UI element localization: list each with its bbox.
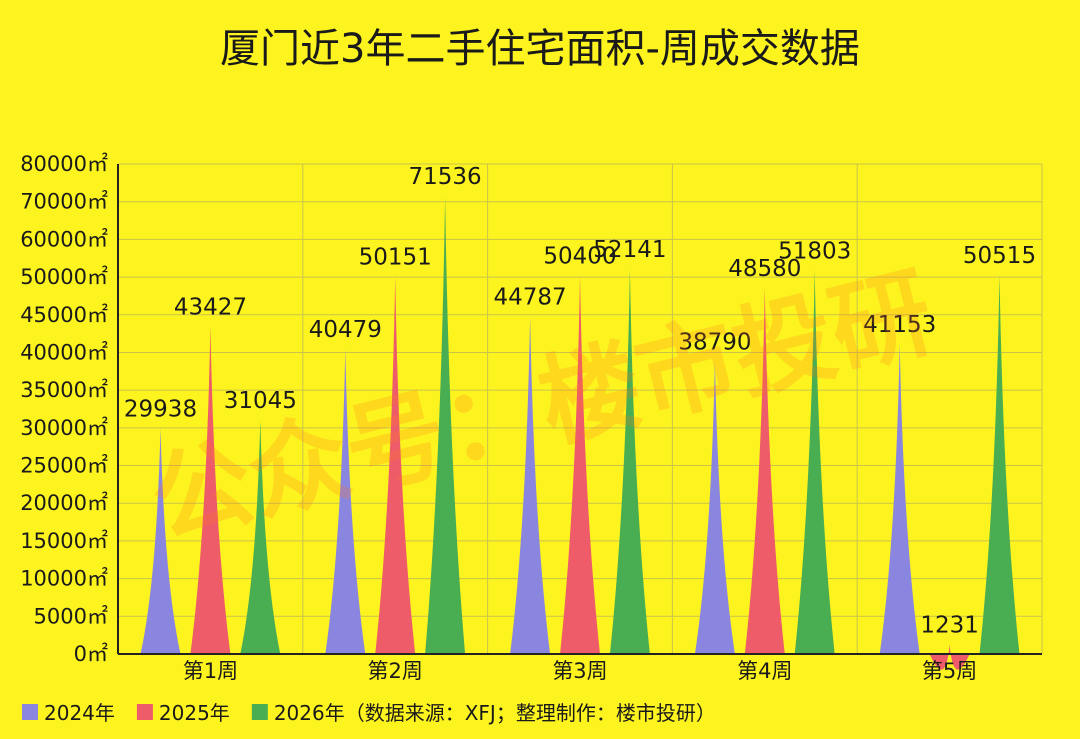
- spike-2024年-第1周: [140, 428, 181, 654]
- data-label: 40479: [309, 317, 382, 343]
- legend-swatch: [136, 704, 153, 720]
- y-tick-label: 30000㎡: [20, 416, 108, 440]
- legend-label: 2025年: [159, 701, 230, 725]
- data-label: 52141: [593, 237, 666, 263]
- data-label: 48580: [728, 256, 801, 282]
- x-axis-categories: 第1周 第2周 第3周 第4周 第5周: [183, 659, 978, 683]
- y-tick-label: 40000㎡: [20, 340, 108, 364]
- spike-2024年-第5周: [879, 343, 920, 654]
- spike-2025年-第3周: [560, 275, 600, 654]
- data-labels: 29938 43427 31045 40479 50151 71536 44787 50400…: [124, 164, 1036, 639]
- x-tick-label: 第5周: [922, 659, 977, 683]
- y-tick-label: 5000㎡: [34, 604, 108, 628]
- legend: 2024年 2025年 2026年（数据来源：XFJ；整理制作：楼市投研）: [22, 701, 716, 725]
- data-label: 44787: [494, 284, 567, 310]
- data-label: 29938: [124, 396, 197, 422]
- spike-2024年-第3周: [510, 316, 551, 654]
- y-tick-label: 0㎡: [74, 642, 108, 666]
- spike-2025年-第1周: [190, 326, 231, 654]
- y-axis-ticks: 0㎡ 5000㎡ 10000㎡ 15000㎡ 20000㎡ 25000㎡ 30000㎡ 350…: [20, 152, 108, 666]
- legend-label: 2026年（数据来源：XFJ；整理制作：楼市投研）: [274, 701, 716, 725]
- chart-title: 厦门近3年二手住宅面积-周成交数据: [220, 26, 860, 72]
- plot-area: [140, 195, 1020, 670]
- legend-swatch: [251, 704, 268, 720]
- y-tick-label: 15000㎡: [20, 529, 108, 553]
- data-label: 1231: [920, 613, 979, 639]
- data-label: 50151: [359, 245, 432, 271]
- y-tick-label: 70000㎡: [20, 190, 108, 214]
- data-label: 71536: [409, 164, 482, 190]
- data-label: 31045: [224, 388, 297, 414]
- x-tick-label: 第3周: [552, 659, 607, 683]
- data-label: 51803: [778, 238, 851, 264]
- spike-2025年-第5周: [929, 644, 970, 670]
- spike-2025年-第4周: [744, 287, 785, 654]
- spike-2024年-第2周: [325, 348, 366, 654]
- data-label: 38790: [678, 330, 751, 356]
- data-label: 50515: [963, 243, 1036, 269]
- x-tick-label: 第4周: [737, 659, 792, 683]
- y-tick-label: 60000㎡: [20, 227, 108, 251]
- y-tick-label: 10000㎡: [20, 567, 108, 591]
- x-tick-label: 第1周: [183, 659, 238, 683]
- spike-2026年-第2周: [425, 195, 466, 654]
- y-tick-label: 35000㎡: [20, 378, 108, 402]
- spike-2025年-第2周: [375, 276, 416, 654]
- legend-label: 2024年: [44, 701, 115, 725]
- data-label: 43427: [174, 295, 247, 321]
- y-tick-label: 80000㎡: [20, 152, 108, 176]
- y-tick-label: 25000㎡: [20, 454, 108, 478]
- spike-2024年-第4周: [694, 361, 735, 654]
- legend-swatch: [22, 704, 38, 720]
- y-tick-label: 20000㎡: [20, 491, 108, 515]
- y-tick-label: 45000㎡: [20, 303, 108, 327]
- spike-2026年-第3周: [609, 269, 650, 654]
- data-label: 41153: [863, 312, 936, 338]
- spike-2026年-第5周: [979, 275, 1020, 654]
- y-tick-label: 50000㎡: [20, 265, 108, 289]
- spike-2026年-第1周: [240, 419, 281, 654]
- data-label: 50400: [543, 244, 616, 270]
- x-tick-label: 第2周: [368, 659, 423, 683]
- spike-2026年-第4周: [794, 270, 835, 654]
